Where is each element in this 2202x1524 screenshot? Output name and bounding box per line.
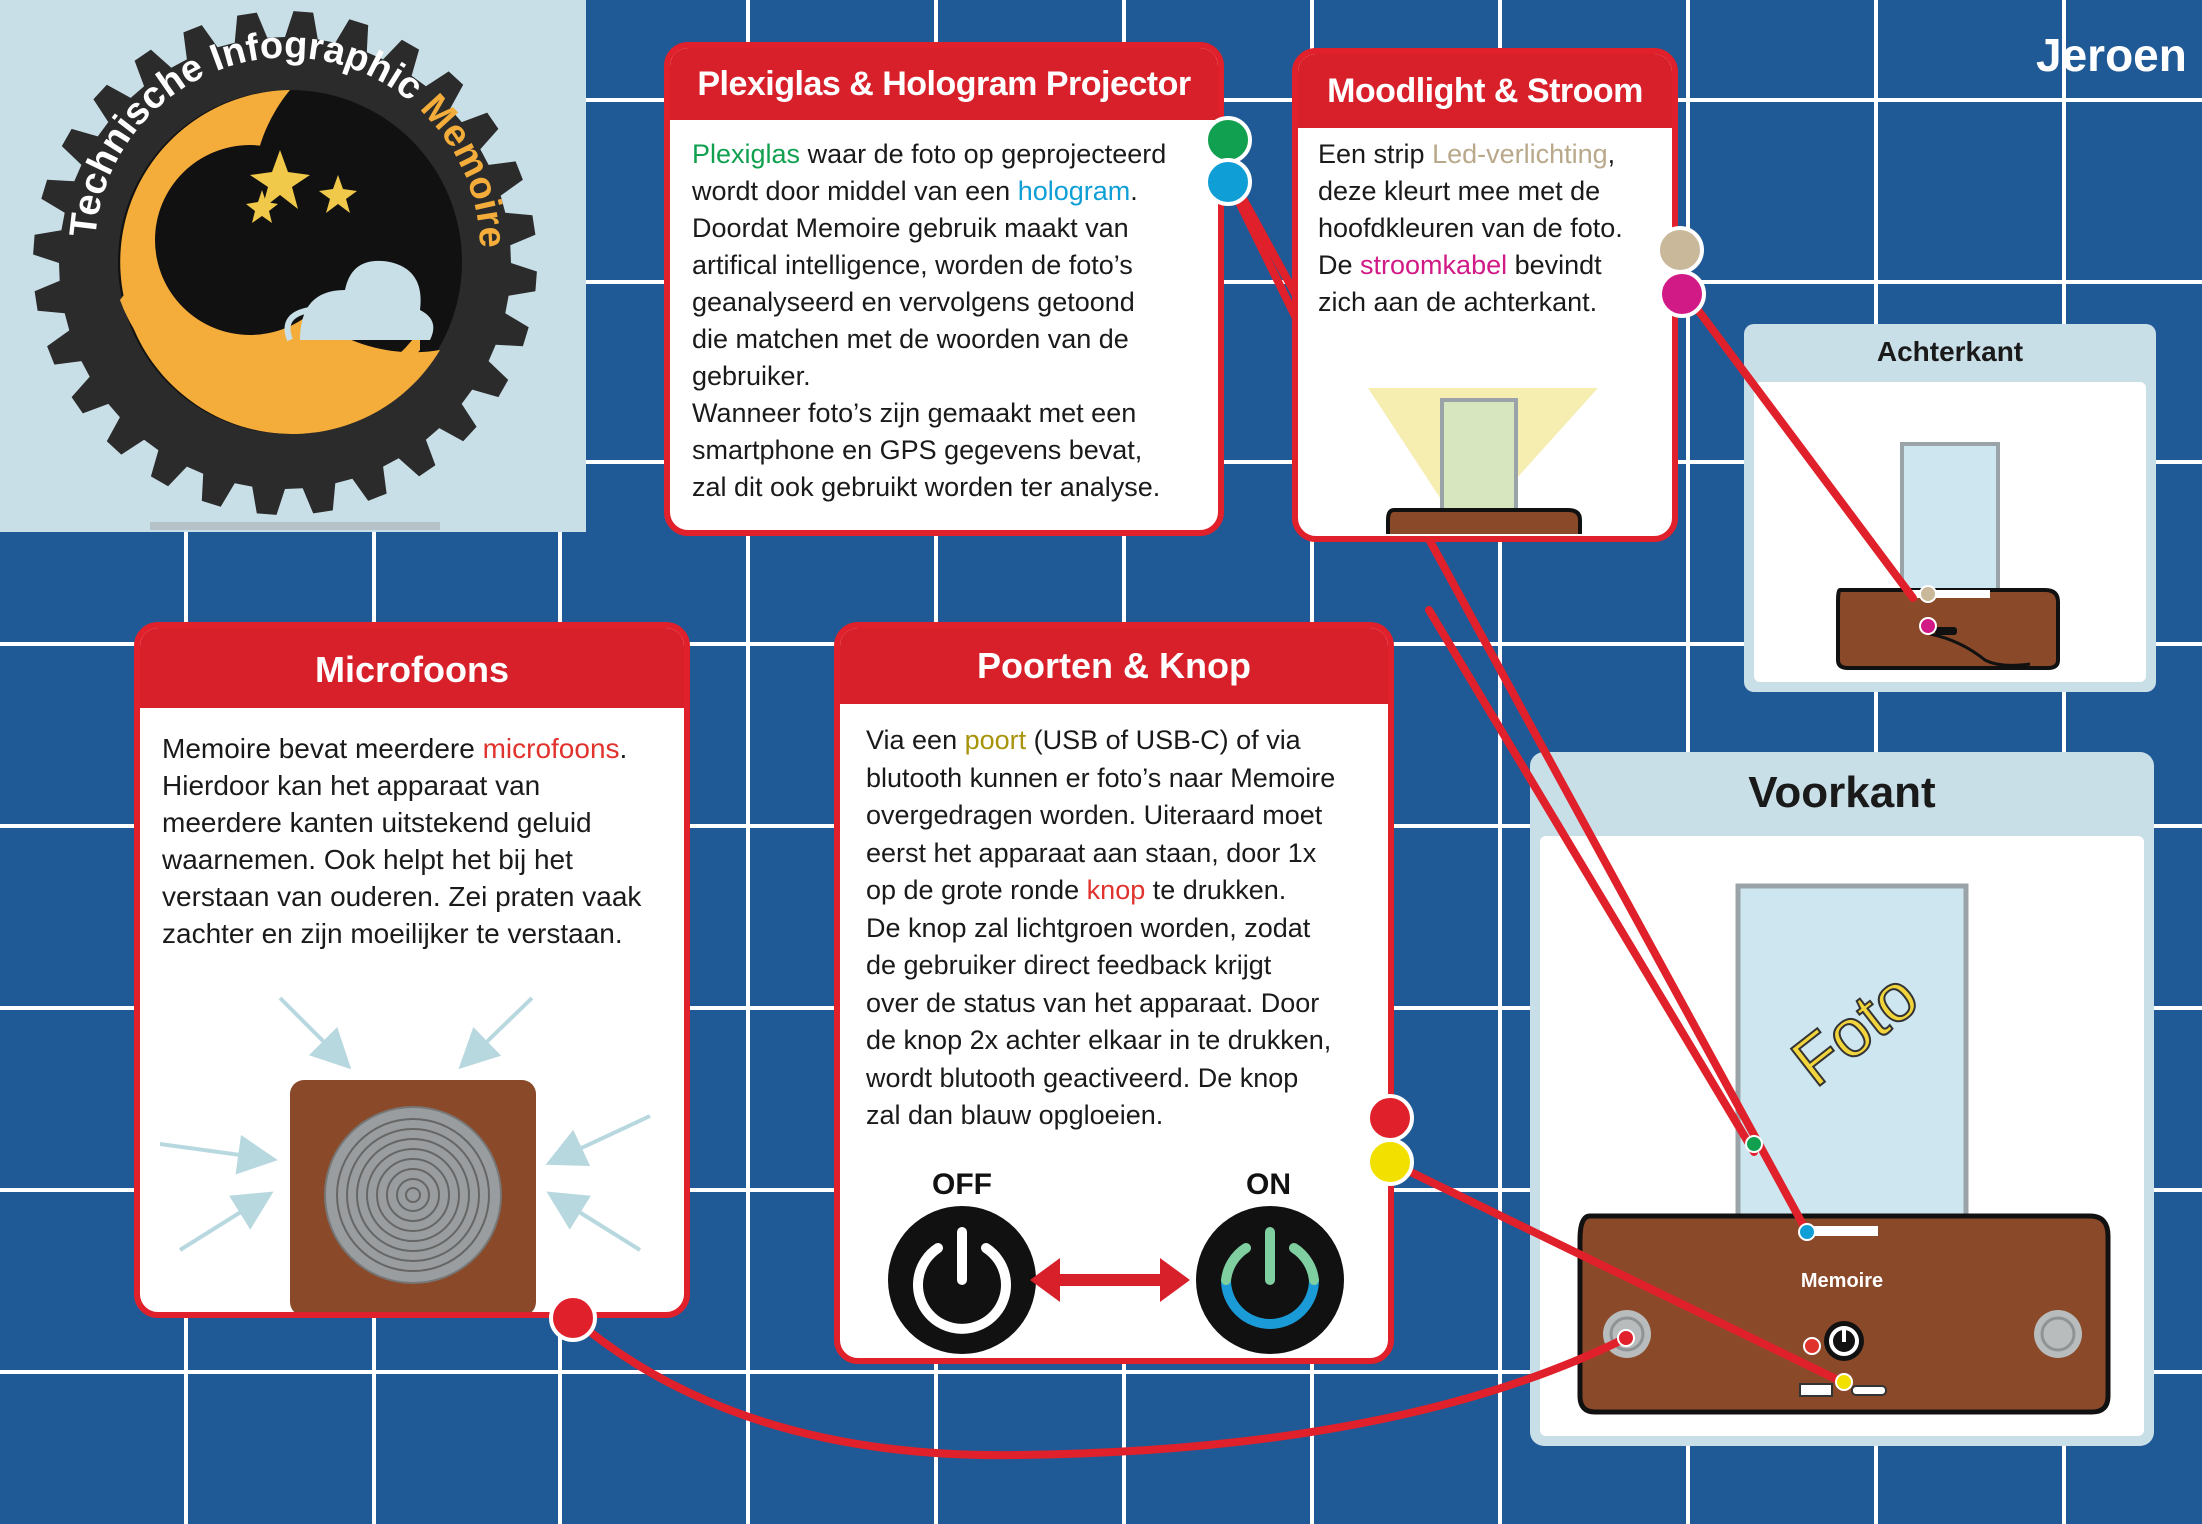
- text-span: bevindt: [1507, 250, 1602, 280]
- moodlight-line-4: De stroomkabel bevindt: [1318, 247, 1664, 284]
- off-label: OFF: [932, 1168, 992, 1201]
- moon-stars-cloud-gear-logo-icon: [33, 11, 537, 515]
- moodlight-line: hoofdkleuren van de foto.: [1318, 213, 1623, 243]
- keyword-stroomkabel: stroomkabel: [1360, 250, 1508, 280]
- microphone-illustration: [159, 996, 651, 1312]
- text-span: ,: [1607, 139, 1616, 169]
- plexiglas-line-1: Plexiglas waar de foto op geprojecteerd: [692, 136, 1202, 173]
- on-label: ON: [1246, 1168, 1291, 1201]
- keyword-hologram: hologram: [1017, 176, 1131, 206]
- poorten-line-5: op de grote ronde knop te drukken.: [866, 872, 1384, 910]
- plexiglas-line: zal dit ook gebruikt worden ter analyse.: [692, 472, 1161, 502]
- text-span: .: [1130, 176, 1138, 206]
- moodlight-line-1: Een strip Led-verlichting,: [1318, 136, 1664, 173]
- poorten-line: de gebruiker direct feedback krijgt: [866, 950, 1272, 980]
- text-span: De: [1318, 250, 1361, 280]
- text-span: Memoire bevat meerdere: [162, 733, 483, 764]
- plexiglas-line: die matchen met de woorden van de: [692, 324, 1129, 354]
- keyword-knop: knop: [1086, 875, 1146, 905]
- moodlight-illustration: [1368, 388, 1598, 534]
- text-span: Via een: [866, 725, 965, 755]
- double-arrow-icon: [1030, 1258, 1190, 1302]
- plexiglas-line: Doordat Memoire gebruik maakt van: [692, 213, 1129, 243]
- voorkant-title: Voorkant: [1748, 768, 1936, 817]
- author-name: Jeroen: [2036, 29, 2187, 81]
- achterkant-title: Achterkant: [1876, 336, 2024, 367]
- plexiglas-line-2: wordt door middel van een hologram.: [692, 173, 1202, 210]
- poorten-line-1: Via een poort (USB of USB-C) of via: [866, 722, 1384, 760]
- card-title: Microfoons: [140, 628, 684, 708]
- microfoons-line: waarnemen. Ook helpt het bij het: [162, 844, 573, 875]
- card-title: Plexiglas & Hologram Projector: [670, 48, 1218, 120]
- text-span: te drukken.: [1145, 875, 1287, 905]
- poorten-line: blutooth kunnen er foto’s naar Memoire: [866, 762, 1336, 793]
- microfoons-line: verstaan van ouderen. Zei praten vaak: [162, 881, 642, 912]
- card-title: Moodlight & Stroom: [1298, 54, 1672, 128]
- text-span: (USB of USB-C) of via: [1026, 725, 1301, 755]
- plexiglas-line: artifical intelligence, worden de foto’s: [692, 250, 1133, 280]
- microfoons-card: Microfoons Memoire bevat meerdere microf…: [134, 622, 690, 1318]
- power-on-icon: [1196, 1206, 1344, 1354]
- text-span: Een strip: [1318, 139, 1433, 169]
- microfoons-line-1: Memoire bevat meerdere microfoons.: [162, 730, 676, 767]
- plexiglas-line: Wanneer foto’s zijn gemaakt met een: [692, 398, 1137, 428]
- poorten-line: over de status van het apparaat. Door: [866, 987, 1320, 1018]
- device-brand-label: Memoire: [1800, 1270, 1884, 1292]
- poorten-knop-card: Poorten & Knop Via een poort (USB of USB…: [834, 622, 1394, 1364]
- moodlight-stroom-card: Moodlight & Stroom Een strip Led-verlich…: [1292, 48, 1678, 542]
- card-title: Poorten & Knop: [840, 628, 1388, 704]
- keyword-plexiglas: Plexiglas: [692, 139, 801, 169]
- achterkant-panel: [1744, 324, 2156, 692]
- poorten-line: De knop zal lichtgroen worden, zodat: [866, 912, 1311, 943]
- moodlight-line: zich aan de achterkant.: [1318, 287, 1598, 317]
- poorten-line: de knop 2x achter elkaar in te drukken,: [866, 1025, 1332, 1055]
- microfoons-line: Hierdoor kan het apparaat van: [162, 770, 541, 801]
- plexiglas-line: geanalyseerd en vervolgens getoond: [692, 287, 1135, 317]
- voorkant-panel: [1530, 752, 2154, 1446]
- keyword-microfoons: microfoons: [482, 733, 620, 764]
- keyword-led-verlichting: Led-verlichting: [1432, 139, 1608, 169]
- power-off-icon: [888, 1206, 1036, 1354]
- text-span: op de grote ronde: [866, 875, 1087, 905]
- logo-panel-underline: [150, 522, 440, 530]
- keyword-poort: poort: [964, 725, 1027, 755]
- text-span: waar de foto op geprojecteerd: [800, 139, 1167, 169]
- moodlight-line: deze kleurt mee met de: [1318, 176, 1601, 206]
- text-span: .: [619, 733, 628, 764]
- plexiglas-line: smartphone en GPS gegevens bevat,: [692, 435, 1143, 465]
- plexiglas-line: gebruiker.: [692, 361, 811, 391]
- power-button-states: [888, 1206, 1344, 1354]
- text-span: wordt door middel van een: [692, 176, 1018, 206]
- microfoons-line: zachter en zijn moeilijker te verstaan.: [162, 918, 623, 949]
- poorten-line: wordt blutooth geactiveerd. De knop: [866, 1062, 1299, 1093]
- microfoons-line: meerdere kanten uitstekend geluid: [162, 807, 592, 838]
- poorten-line: zal dan blauw opgloeien.: [866, 1100, 1164, 1130]
- plexiglas-hologram-card: Plexiglas & Hologram Projector Plexiglas…: [664, 42, 1224, 536]
- poorten-line: eerst het apparaat aan staan, door 1x: [866, 837, 1317, 868]
- poorten-line: overgedragen worden. Uiteraard moet: [866, 800, 1323, 830]
